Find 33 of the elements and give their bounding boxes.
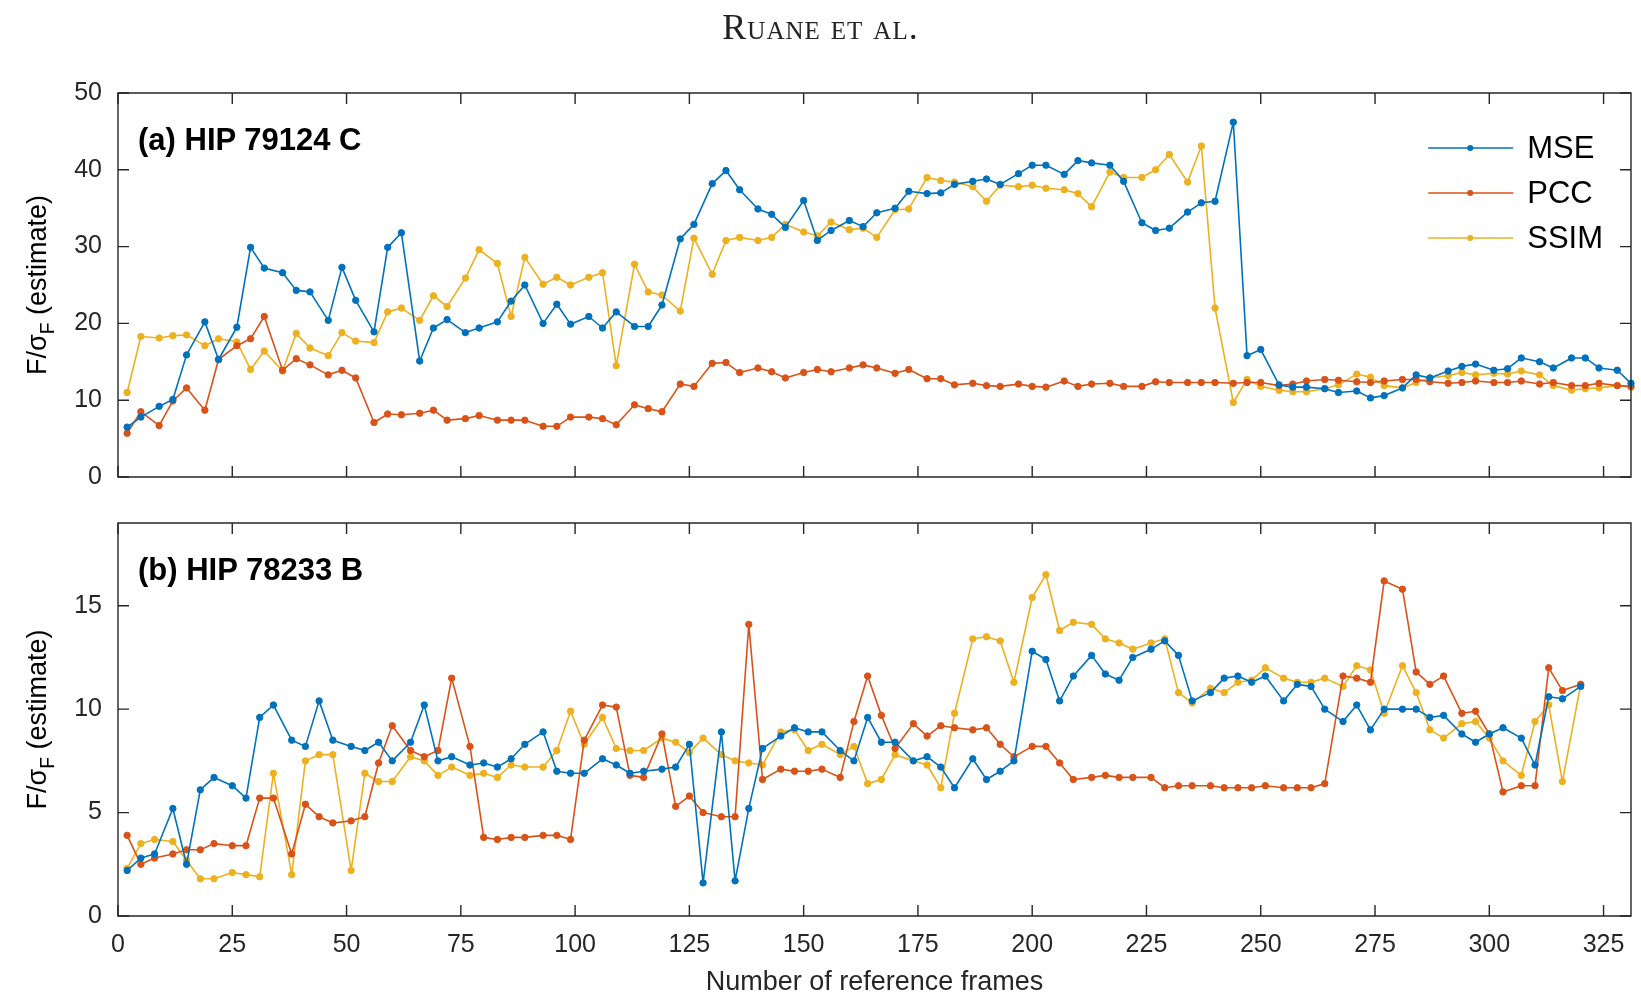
y-tick-label: 0 xyxy=(88,899,102,928)
legend-label: PCC xyxy=(1527,174,1593,210)
x-tick-label: 150 xyxy=(782,928,825,957)
x-tick-label: 175 xyxy=(897,928,939,957)
x-axis-title: Number of reference frames xyxy=(705,966,1044,997)
text: (a) HIP 79124 C xyxy=(138,122,362,157)
x-tick-label: 75 xyxy=(446,928,475,957)
x-tick-label: 0 xyxy=(111,928,125,957)
x-tick-label: 25 xyxy=(218,928,247,957)
y-tick-label: 30 xyxy=(74,230,102,259)
legend-label: SSIM xyxy=(1527,219,1604,255)
legend-label: MSE xyxy=(1527,129,1595,165)
x-tick-label: 125 xyxy=(668,928,711,957)
y-tick-label: 50 xyxy=(74,76,102,105)
text: Ruane et al. xyxy=(721,6,920,48)
y-tick-label: 40 xyxy=(74,153,102,182)
y-tick-label: 10 xyxy=(74,693,102,722)
x-tick-label: 225 xyxy=(1125,928,1168,957)
y-tick-label: 0 xyxy=(88,460,102,489)
x-tick-label: 250 xyxy=(1239,928,1282,957)
y-axis-title: F/σF (estimate) xyxy=(22,629,59,810)
x-tick-label: 50 xyxy=(332,928,361,957)
y-tick-label: 10 xyxy=(74,384,102,413)
x-tick-label: 100 xyxy=(554,928,596,957)
text: (b) HIP 78233 B xyxy=(138,552,364,587)
y-tick-label: 15 xyxy=(74,589,102,618)
y-axis-title: F/σF (estimate) xyxy=(22,194,59,376)
x-tick-label: 275 xyxy=(1354,928,1396,957)
y-tick-label: 20 xyxy=(74,307,102,336)
x-tick-label: 300 xyxy=(1468,928,1511,957)
y-tick-label: 5 xyxy=(88,796,102,825)
x-tick-label: 325 xyxy=(1582,928,1625,957)
x-tick-label: 200 xyxy=(1011,928,1054,957)
